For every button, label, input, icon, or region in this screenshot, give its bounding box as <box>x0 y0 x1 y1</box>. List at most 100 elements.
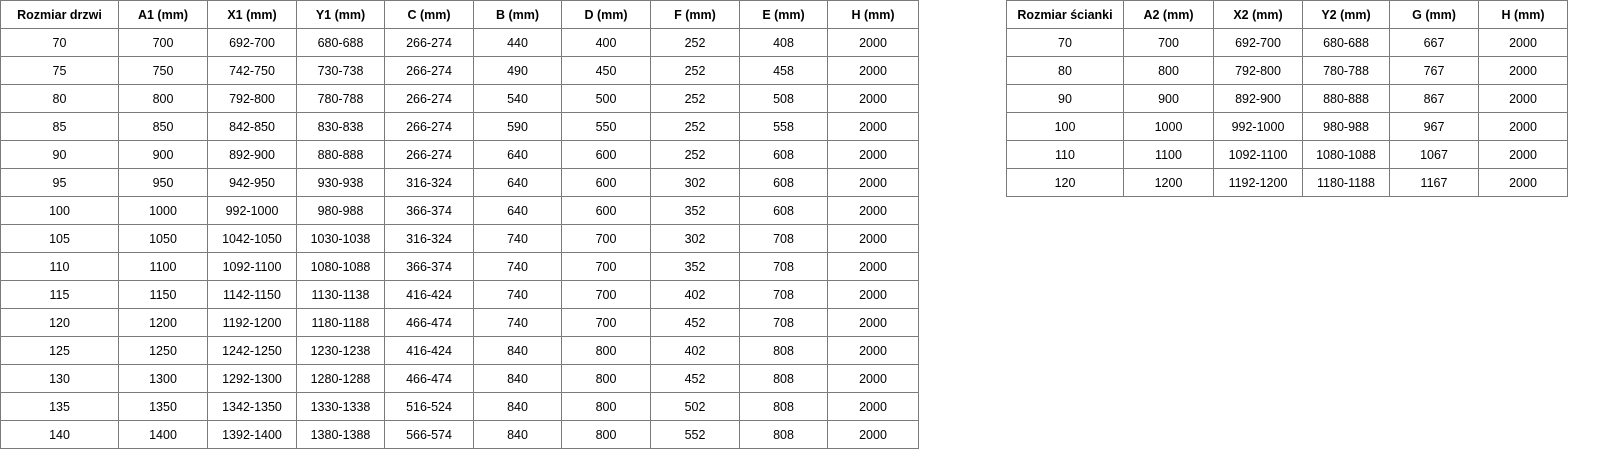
table-cell: 867 <box>1389 84 1479 113</box>
table-cell: 500 <box>561 84 651 113</box>
column-header: B (mm) <box>473 0 562 29</box>
table-cell: 2000 <box>1478 28 1568 57</box>
table-cell: 450 <box>561 56 651 85</box>
table-cell: 2000 <box>1478 84 1568 113</box>
table-row: 100 1000 992-1000 980-988 967 2000 <box>1006 112 1568 141</box>
table-cell: 516-524 <box>384 392 474 421</box>
table-cell: 452 <box>650 364 740 393</box>
column-header: H (mm) <box>1478 0 1568 29</box>
table-cell: 75 <box>0 56 119 85</box>
table-cell: 980-988 <box>1302 112 1390 141</box>
table-cell: 1180-1188 <box>296 308 385 337</box>
table-cell: 742-750 <box>207 56 297 85</box>
table-cell: 70 <box>1006 28 1124 57</box>
table-cell: 552 <box>650 420 740 449</box>
table-cell: 800 <box>118 84 208 113</box>
table-cell: 808 <box>739 392 828 421</box>
column-header: D (mm) <box>561 0 651 29</box>
table-row: 130 1300 1292-1300 1280-1288 466-474 840 800 45… <box>0 364 919 393</box>
table-cell: 2000 <box>1478 140 1568 169</box>
table-cell: 2000 <box>1478 56 1568 85</box>
table-cell: 266-274 <box>384 140 474 169</box>
table-cell: 466-474 <box>384 308 474 337</box>
table-cell: 780-788 <box>296 84 385 113</box>
table-cell: 1080-1088 <box>1302 140 1390 169</box>
table-cell: 1330-1338 <box>296 392 385 421</box>
table-cell: 1200 <box>1123 168 1214 197</box>
table-cell: 2000 <box>827 392 919 421</box>
table-cell: 316-324 <box>384 168 474 197</box>
table-cell: 1067 <box>1389 140 1479 169</box>
table-cell: 130 <box>0 364 119 393</box>
table-row: 90 900 892-900 880-888 867 2000 <box>1006 84 1568 113</box>
table-cell: 800 <box>561 336 651 365</box>
table-row: 105 1050 1042-1050 1030-1038 316-324 740 700 30… <box>0 224 919 253</box>
column-header: Rozmiar ścianki <box>1006 0 1124 29</box>
table-cell: 1092-1100 <box>1213 140 1303 169</box>
table-row: 85 850 842-850 830-838 266-274 590 550 252 558 20… <box>0 112 919 141</box>
table-cell: 2000 <box>827 28 919 57</box>
table-cell: 1000 <box>1123 112 1214 141</box>
column-header: Y2 (mm) <box>1302 0 1390 29</box>
table-cell: 992-1000 <box>1213 112 1303 141</box>
table-cell: 1030-1038 <box>296 224 385 253</box>
table-row: 80 800 792-800 780-788 266-274 540 500 252 508 20… <box>0 84 919 113</box>
table-cell: 708 <box>739 252 828 281</box>
table-cell: 1142-1150 <box>207 280 297 309</box>
table-cell: 1100 <box>118 252 208 281</box>
table-cell: 1042-1050 <box>207 224 297 253</box>
table-row: 75 750 742-750 730-738 266-274 490 450 252 458 20… <box>0 56 919 85</box>
table-cell: 1200 <box>118 308 208 337</box>
table-cell: 502 <box>650 392 740 421</box>
table-cell: 440 <box>473 28 562 57</box>
table-row: 90 900 892-900 880-888 266-274 640 600 252 608 20… <box>0 140 919 169</box>
table-cell: 266-274 <box>384 112 474 141</box>
table-cell: 2000 <box>827 168 919 197</box>
column-header: X2 (mm) <box>1213 0 1303 29</box>
table-cell: 880-888 <box>1302 84 1390 113</box>
table-cell: 1130-1138 <box>296 280 385 309</box>
table-cell: 708 <box>739 280 828 309</box>
table-cell: 740 <box>473 252 562 281</box>
column-header: Y1 (mm) <box>296 0 385 29</box>
table-cell: 466-474 <box>384 364 474 393</box>
table-cell: 930-938 <box>296 168 385 197</box>
table-cell: 90 <box>0 140 119 169</box>
table-cell: 1242-1250 <box>207 336 297 365</box>
table-row: 140 1400 1392-1400 1380-1388 566-574 840 800 55… <box>0 420 919 449</box>
table-cell: 1050 <box>118 224 208 253</box>
table-row: 70 700 692-700 680-688 266-274 440 400 252 408 20… <box>0 28 919 57</box>
table-cell: 640 <box>473 196 562 225</box>
table-cell: 700 <box>561 252 651 281</box>
table-cell: 80 <box>1006 56 1124 85</box>
table-cell: 1380-1388 <box>296 420 385 449</box>
table-row: 110 1100 1092-1100 1080-1088 366-374 740 700 35… <box>0 252 919 281</box>
table-cell: 490 <box>473 56 562 85</box>
table-cell: 266-274 <box>384 56 474 85</box>
table-cell: 2000 <box>827 224 919 253</box>
table-cell: 400 <box>561 28 651 57</box>
table-cell: 800 <box>561 364 651 393</box>
table-cell: 640 <box>473 168 562 197</box>
table-cell: 252 <box>650 112 740 141</box>
column-header: E (mm) <box>739 0 828 29</box>
table-cell: 608 <box>739 196 828 225</box>
table-cell: 266-274 <box>384 84 474 113</box>
wall-size-table: Rozmiar ścianki A2 (mm) X2 (mm) Y2 (mm) G (m… <box>1006 0 1568 197</box>
table-cell: 80 <box>0 84 119 113</box>
column-header: H (mm) <box>827 0 919 29</box>
table-cell: 508 <box>739 84 828 113</box>
table-cell: 608 <box>739 140 828 169</box>
table-cell: 600 <box>561 140 651 169</box>
table-cell: 1167 <box>1389 168 1479 197</box>
table-cell: 2000 <box>827 336 919 365</box>
table-cell: 2000 <box>827 420 919 449</box>
table-cell: 1400 <box>118 420 208 449</box>
table-row: 95 950 942-950 930-938 316-324 640 600 302 608 20… <box>0 168 919 197</box>
table-row: 100 1000 992-1000 980-988 366-374 640 600 352 60… <box>0 196 919 225</box>
table-cell: 692-700 <box>1213 28 1303 57</box>
table-cell: 402 <box>650 336 740 365</box>
table-cell: 100 <box>0 196 119 225</box>
table-cell: 2000 <box>827 140 919 169</box>
table-cell: 352 <box>650 252 740 281</box>
